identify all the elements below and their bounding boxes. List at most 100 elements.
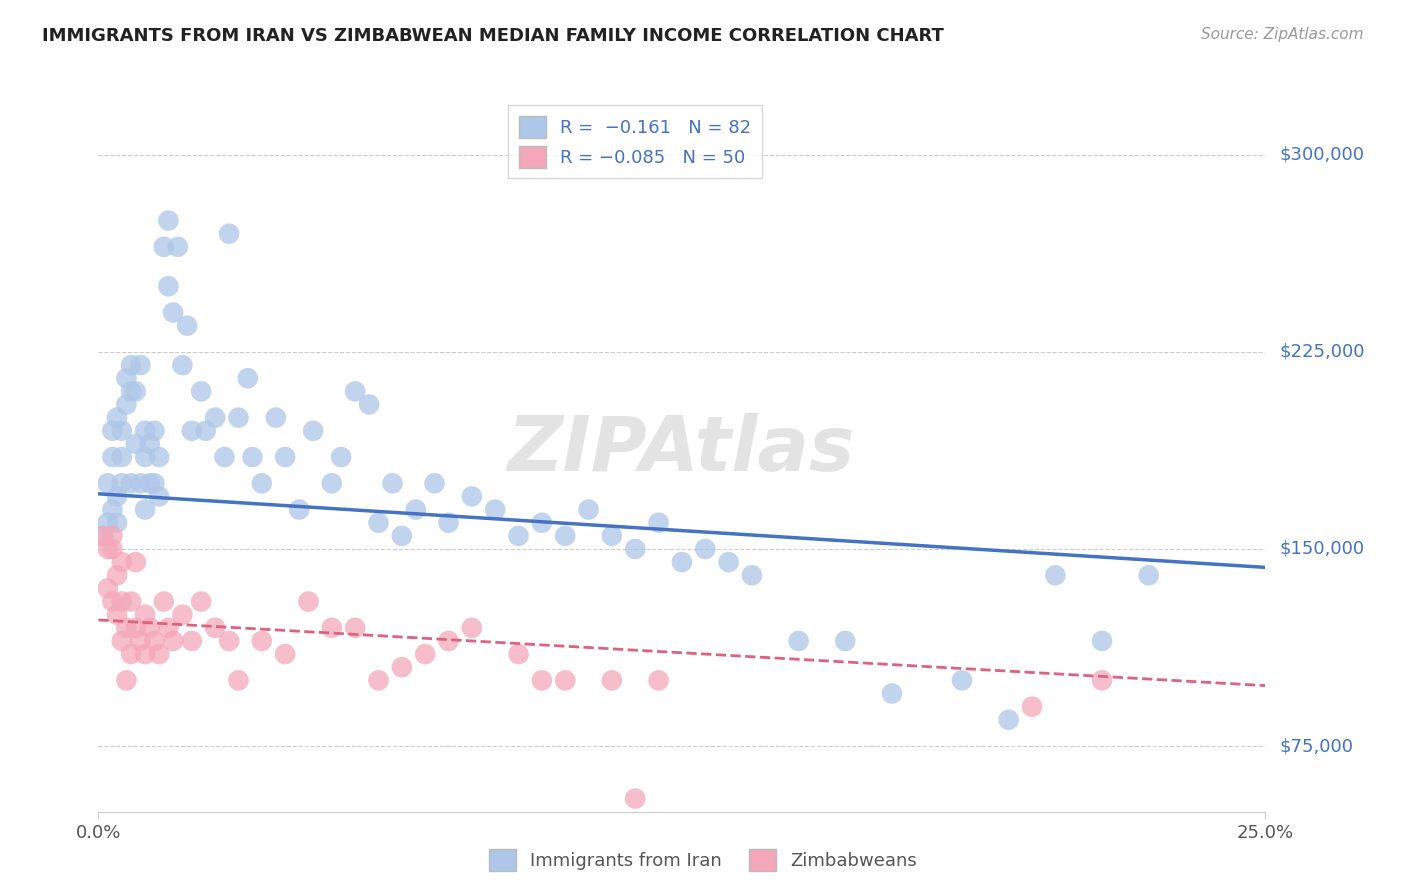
Point	[344, 384, 367, 399]
Text: $300,000: $300,000	[1279, 146, 1364, 164]
Point	[508, 647, 530, 661]
Point	[101, 502, 124, 516]
Point	[218, 227, 240, 241]
Point	[1137, 568, 1160, 582]
Point	[1021, 699, 1043, 714]
Point	[204, 410, 226, 425]
Point	[214, 450, 236, 464]
Point	[139, 437, 162, 451]
Point	[143, 634, 166, 648]
Point	[111, 476, 134, 491]
Point	[461, 621, 484, 635]
Point	[236, 371, 259, 385]
Point	[344, 621, 367, 635]
Point	[157, 213, 180, 227]
Point	[111, 555, 134, 569]
Point	[172, 607, 194, 622]
Point	[1091, 634, 1114, 648]
Point	[250, 476, 273, 491]
Point	[180, 634, 202, 648]
Point	[461, 490, 484, 504]
Point	[129, 634, 152, 648]
Point	[530, 673, 553, 688]
Point	[111, 634, 134, 648]
Point	[1045, 568, 1067, 582]
Point	[264, 410, 287, 425]
Point	[274, 647, 297, 661]
Point	[115, 371, 138, 385]
Point	[101, 594, 124, 608]
Point	[115, 397, 138, 411]
Point	[120, 476, 142, 491]
Point	[554, 529, 576, 543]
Point	[115, 673, 138, 688]
Point	[129, 476, 152, 491]
Text: Source: ZipAtlas.com: Source: ZipAtlas.com	[1201, 27, 1364, 42]
Point	[91, 529, 114, 543]
Point	[228, 673, 250, 688]
Point	[105, 490, 128, 504]
Point	[101, 424, 124, 438]
Text: ZIPAtlas: ZIPAtlas	[508, 414, 856, 487]
Point	[134, 647, 156, 661]
Point	[194, 424, 217, 438]
Point	[139, 476, 162, 491]
Point	[111, 594, 134, 608]
Point	[162, 634, 184, 648]
Legend: R =  −0.161   N = 82, R = −0.085   N = 50: R = −0.161 N = 82, R = −0.085 N = 50	[508, 105, 762, 178]
Point	[125, 621, 148, 635]
Point	[120, 594, 142, 608]
Point	[120, 647, 142, 661]
Point	[162, 305, 184, 319]
Point	[302, 424, 325, 438]
Point	[180, 424, 202, 438]
Point	[157, 621, 180, 635]
Point	[125, 437, 148, 451]
Point	[880, 686, 903, 700]
Point	[508, 529, 530, 543]
Point	[671, 555, 693, 569]
Point	[134, 607, 156, 622]
Point	[218, 634, 240, 648]
Point	[600, 673, 623, 688]
Point	[134, 424, 156, 438]
Point	[111, 424, 134, 438]
Point	[176, 318, 198, 333]
Point	[129, 358, 152, 372]
Point	[391, 660, 413, 674]
Point	[105, 607, 128, 622]
Text: $75,000: $75,000	[1279, 737, 1354, 755]
Point	[166, 240, 188, 254]
Point	[190, 594, 212, 608]
Point	[367, 516, 389, 530]
Point	[97, 541, 120, 556]
Point	[997, 713, 1019, 727]
Point	[250, 634, 273, 648]
Point	[157, 279, 180, 293]
Legend: Immigrants from Iran, Zimbabweans: Immigrants from Iran, Zimbabweans	[481, 842, 925, 879]
Point	[101, 541, 124, 556]
Point	[242, 450, 264, 464]
Point	[330, 450, 353, 464]
Point	[554, 673, 576, 688]
Text: $225,000: $225,000	[1279, 343, 1365, 361]
Point	[148, 647, 170, 661]
Point	[600, 529, 623, 543]
Point	[148, 450, 170, 464]
Point	[437, 634, 460, 648]
Point	[647, 516, 669, 530]
Point	[367, 673, 389, 688]
Point	[624, 541, 647, 556]
Point	[111, 450, 134, 464]
Point	[359, 397, 381, 411]
Point	[647, 673, 669, 688]
Point	[578, 502, 600, 516]
Point	[105, 516, 128, 530]
Point	[717, 555, 740, 569]
Point	[321, 621, 343, 635]
Point	[120, 358, 142, 372]
Point	[143, 476, 166, 491]
Point	[624, 791, 647, 805]
Point	[101, 450, 124, 464]
Point	[391, 529, 413, 543]
